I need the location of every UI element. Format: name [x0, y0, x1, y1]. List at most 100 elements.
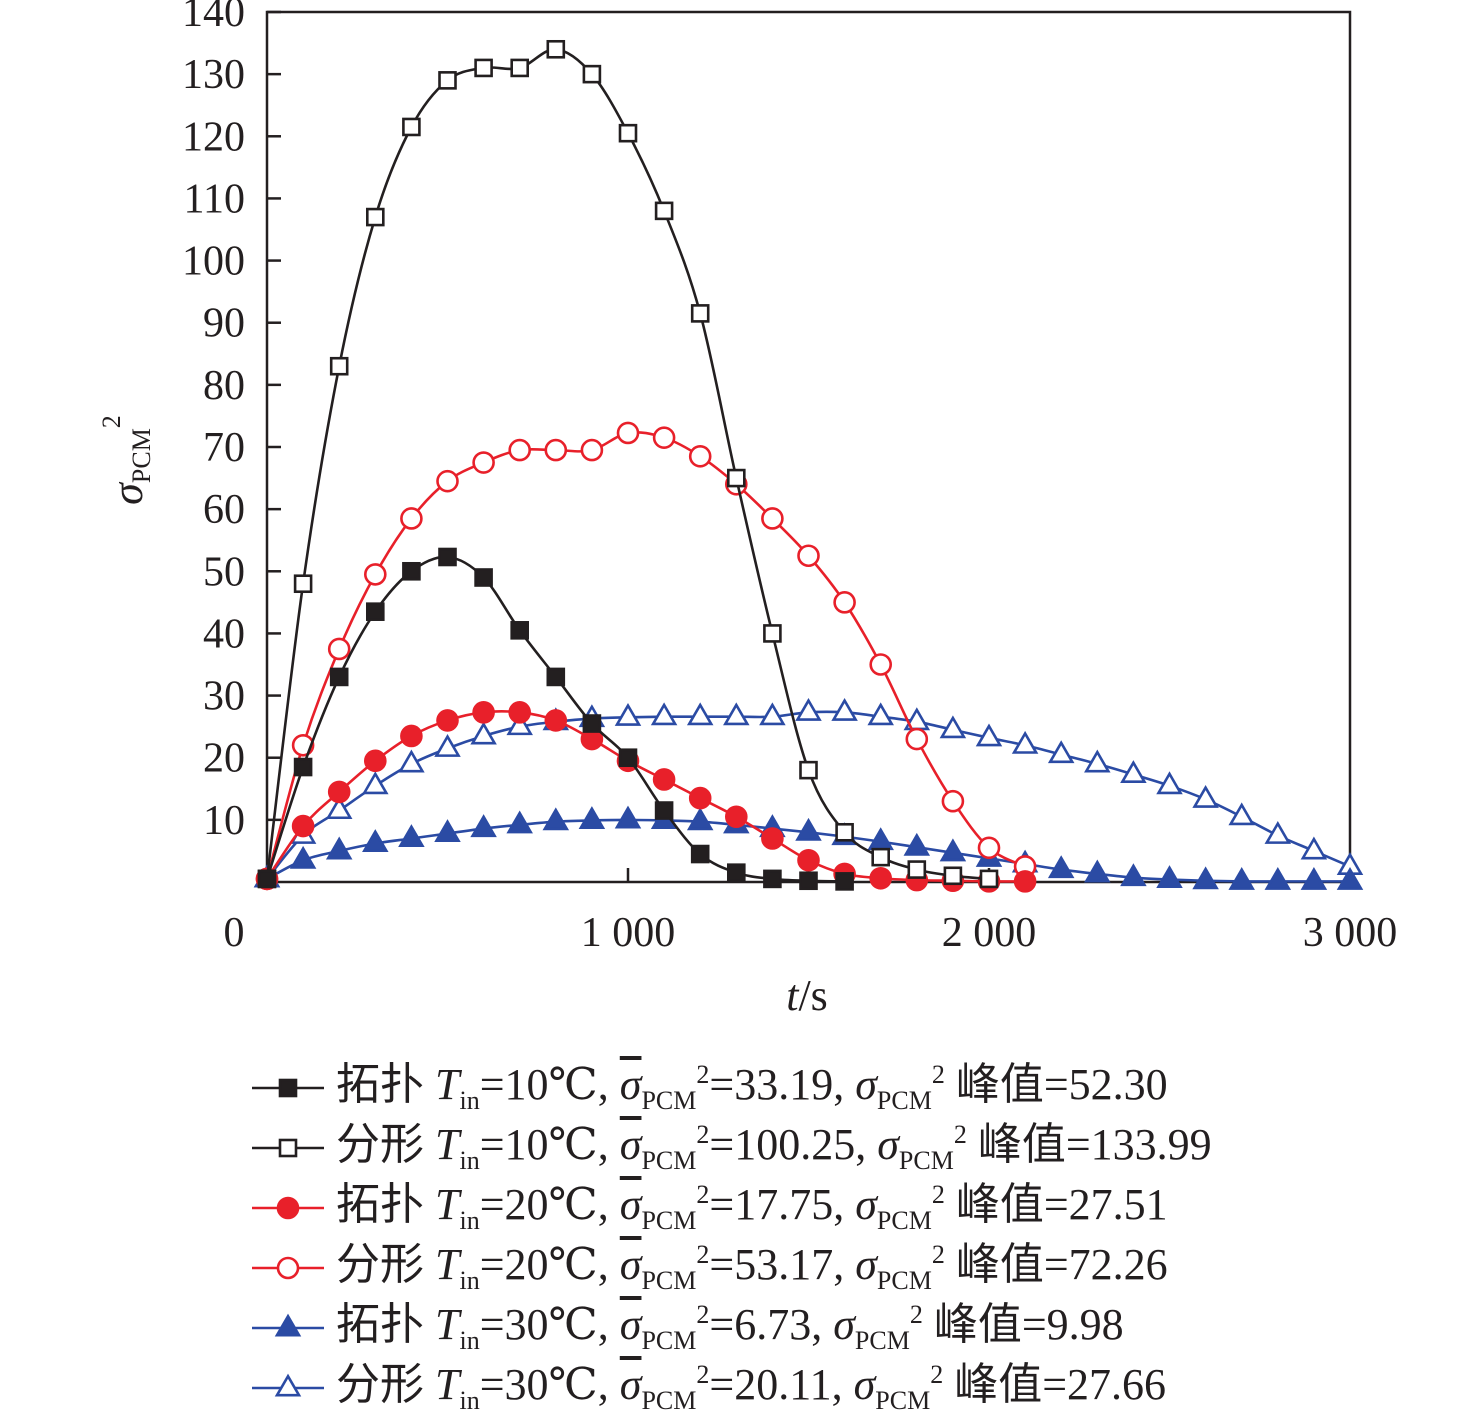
data-point	[546, 39, 566, 59]
data-point	[436, 709, 459, 732]
data-point	[363, 749, 387, 773]
data-point	[869, 653, 893, 676]
data-point	[761, 827, 784, 850]
y-tick-label: 30	[203, 674, 245, 720]
legend-item: 拓扑 Tin=10℃, σPCM2=33.19, σPCM2 峰值=52.30	[250, 1058, 1450, 1118]
data-point	[833, 591, 856, 614]
data-point	[616, 421, 640, 445]
chart-svg: 10 20 30 40 50 60 70 80 90 100 110 120 130 140 0 1 000 2…	[97, 0, 1397, 1020]
y-tick-label: 40	[203, 611, 245, 657]
data-point	[510, 621, 530, 640]
data-point	[831, 697, 858, 721]
data-point	[795, 697, 822, 721]
data-point	[867, 702, 894, 726]
x-tick-label: 0	[224, 910, 245, 956]
data-point	[434, 819, 461, 843]
y-tick-label: 120	[182, 114, 245, 160]
data-point	[1192, 784, 1219, 808]
data-point	[652, 768, 676, 791]
data-point	[1264, 867, 1292, 890]
data-point	[474, 568, 493, 587]
data-point	[1084, 749, 1111, 773]
data-point	[1156, 865, 1183, 889]
data-point	[438, 71, 457, 90]
svg-text:σPCM2: σPCM2	[97, 415, 156, 505]
data-point	[580, 438, 604, 462]
data-point	[977, 836, 1001, 860]
data-point	[293, 757, 313, 777]
data-point	[1120, 863, 1147, 887]
data-point	[903, 832, 931, 856]
data-point	[508, 438, 532, 462]
legend-item: 拓扑 Tin=30℃, σPCM2=6.73, σPCM2 峰值=9.98	[250, 1298, 1450, 1358]
legend-item: 分形 Tin=10℃, σPCM2=100.25, σPCM2 峰值=133.9…	[250, 1118, 1450, 1178]
data-point	[402, 117, 421, 137]
data-point	[871, 847, 891, 867]
data-point	[582, 714, 602, 733]
legend-swatch	[252, 1313, 324, 1337]
data-point	[618, 748, 638, 768]
data-point	[1013, 870, 1037, 893]
data-point	[400, 724, 423, 748]
data-point	[1228, 867, 1255, 890]
legend-swatch	[252, 1256, 324, 1280]
data-point	[797, 544, 820, 568]
data-point	[799, 760, 818, 780]
data-point	[293, 574, 313, 594]
data-point	[1228, 802, 1255, 826]
legend-swatch	[252, 1373, 324, 1397]
data-point	[650, 702, 678, 726]
data-point	[438, 547, 457, 567]
data-point	[1336, 867, 1364, 890]
data-point	[654, 201, 674, 221]
legend-swatch	[252, 1138, 324, 1158]
data-point	[508, 701, 532, 724]
data-point	[362, 829, 389, 852]
data-point	[398, 749, 425, 773]
data-point	[688, 445, 712, 468]
series-line	[265, 430, 1026, 880]
data-point	[761, 507, 784, 530]
legend-label: 拓扑 Tin=10℃, σPCM2=33.19, σPCM2 峰值=52.30	[336, 1060, 1168, 1115]
legend-item: 分形 Tin=30℃, σPCM2=20.11, σPCM2 峰值=27.66	[250, 1358, 1450, 1418]
data-point	[939, 715, 967, 739]
y-tick-label: 100	[182, 239, 245, 285]
data-point	[979, 869, 999, 889]
y-tick-label: 70	[203, 425, 245, 471]
plot-frame	[265, 10, 1352, 884]
data-point	[325, 836, 353, 860]
data-point	[1192, 866, 1219, 890]
data-point	[278, 1078, 298, 1098]
data-point	[291, 814, 315, 838]
legend-label: 分形 Tin=30℃, σPCM2=20.11, σPCM2 峰值=27.66	[336, 1360, 1167, 1415]
data-point	[276, 1196, 300, 1220]
series-layer	[253, 39, 1364, 893]
y-tick-label: 80	[203, 363, 245, 409]
legend-swatch	[252, 1078, 324, 1098]
data-point	[400, 507, 423, 530]
data-point	[363, 563, 387, 586]
data-point	[690, 304, 710, 323]
data-point	[652, 426, 676, 449]
data-point	[1300, 867, 1328, 890]
data-point	[618, 123, 638, 143]
data-point	[546, 667, 566, 687]
y-axis-title: σPCM2	[97, 415, 156, 505]
data-point	[726, 468, 746, 488]
y-tick-label: 10	[203, 798, 245, 844]
data-point	[582, 64, 602, 84]
data-point	[402, 561, 421, 581]
data-point	[686, 702, 714, 726]
data-point	[939, 838, 967, 862]
data-point	[941, 789, 965, 813]
y-tick-label: 110	[184, 176, 245, 222]
data-point	[474, 58, 493, 78]
data-point	[763, 624, 782, 643]
y-tick-label: 50	[203, 549, 245, 595]
data-point	[257, 869, 277, 889]
legend-label: 拓扑 Tin=30℃, σPCM2=6.73, σPCM2 峰值=9.98	[336, 1300, 1124, 1355]
data-point	[276, 1256, 300, 1280]
axes: 10 20 30 40 50 60 70 80 90 100 110 120 130 140 0 1 000 2…	[182, 0, 1397, 956]
data-point	[686, 807, 714, 831]
data-point	[506, 712, 533, 736]
